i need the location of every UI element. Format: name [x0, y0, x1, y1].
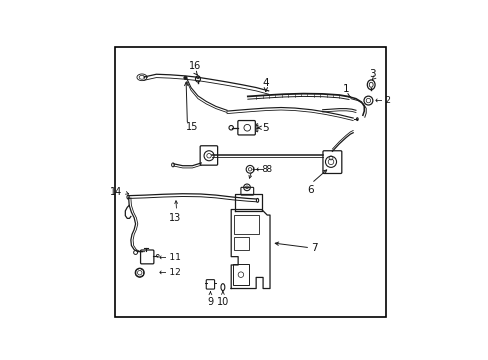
Text: ← 8: ← 8 [255, 165, 271, 174]
Text: 7: 7 [311, 243, 318, 253]
Text: ← 11: ← 11 [159, 253, 181, 262]
Text: 4: 4 [262, 77, 268, 87]
Circle shape [183, 76, 187, 80]
Bar [233, 237, 249, 250]
Text: ← 12: ← 12 [159, 268, 181, 277]
Text: ← 8: ← 8 [251, 165, 267, 174]
Text: 10: 10 [216, 297, 228, 307]
Bar [233, 215, 259, 234]
Text: 14: 14 [110, 187, 122, 197]
Text: 9: 9 [207, 297, 213, 307]
Text: 3: 3 [368, 69, 375, 79]
Bar [232, 264, 249, 285]
Text: 1: 1 [342, 85, 349, 94]
Text: 15: 15 [185, 122, 198, 132]
Text: ← 2: ← 2 [374, 96, 390, 105]
Text: 6: 6 [307, 185, 314, 194]
Text: 16: 16 [189, 62, 201, 72]
Text: 13: 13 [169, 213, 181, 223]
Text: 5: 5 [262, 123, 268, 133]
